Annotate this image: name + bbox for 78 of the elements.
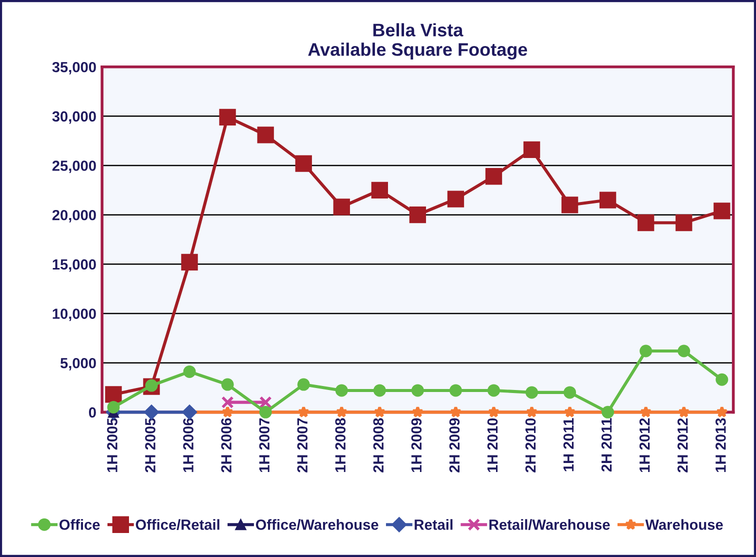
x-tick-label: 2H 2006: [221, 418, 232, 472]
point: [561, 196, 578, 214]
x-tick-label: 2H 2012: [677, 418, 688, 472]
y-tick-label: 0: [88, 407, 96, 418]
point: [298, 406, 310, 418]
point: [183, 365, 196, 378]
point: [523, 141, 540, 158]
x-tick-label: 1H 2011: [563, 418, 574, 472]
point: [221, 396, 234, 409]
point: [144, 404, 160, 420]
x-tick-label: 1H 2012: [639, 418, 650, 472]
legend-label: Office/Warehouse: [256, 519, 378, 530]
point: [411, 384, 424, 397]
x-tick-label: 1H 2007: [259, 418, 270, 472]
point: [678, 344, 690, 358]
x-tick-label: 1H 2008: [335, 418, 346, 472]
point: [221, 378, 234, 391]
point: [257, 126, 274, 144]
x-tick-label: 1H 2006: [183, 418, 194, 472]
point: [105, 386, 122, 403]
x-tick-label: 2H 2009: [449, 418, 460, 472]
y-tick-label: 10,000: [52, 308, 96, 322]
x-tick-label: 2H 2011: [601, 418, 612, 472]
point: [638, 214, 654, 232]
x-tick-label: 2H 2005: [145, 418, 156, 472]
point: [409, 206, 426, 224]
point: [297, 378, 310, 391]
y-tick-label: 5,000: [60, 358, 96, 370]
point: [450, 406, 462, 418]
y-tick-label: 25,000: [52, 160, 96, 174]
point: [716, 406, 728, 418]
y-tick-label: 35,000: [52, 62, 96, 74]
point: [333, 198, 350, 216]
point: [374, 406, 386, 418]
point: [181, 254, 198, 271]
y-tick-label: 30,000: [52, 111, 96, 124]
point: [599, 192, 616, 208]
legend-label: Office/Retail: [136, 519, 220, 530]
y-tick-label: 20,000: [52, 210, 96, 222]
point: [182, 404, 198, 420]
x-tick-label: 2H 2010: [525, 418, 536, 472]
point: [488, 406, 500, 418]
legend-label: Warehouse: [645, 519, 723, 530]
legend-label: Retail: [414, 519, 452, 530]
point: [219, 108, 236, 126]
point: [526, 406, 538, 418]
point: [485, 168, 502, 185]
point: [716, 373, 728, 386]
point: [640, 406, 652, 418]
x-tick-label: 1H 2005: [107, 418, 118, 472]
y-tick-label: 15,000: [52, 259, 96, 272]
point: [295, 155, 312, 172]
point: [222, 406, 234, 418]
x-tick-label: 2H 2007: [297, 418, 308, 472]
x-tick-label: 1H 2010: [487, 418, 498, 472]
point: [526, 386, 538, 399]
x-tick-label: 1H 2013: [716, 418, 726, 472]
point: [564, 386, 576, 399]
point: [336, 406, 348, 418]
x-tick-label: 1H 2009: [411, 418, 422, 472]
point: [373, 384, 386, 397]
point: [371, 182, 388, 199]
point: [259, 396, 272, 409]
legend-label: Office: [60, 519, 100, 530]
point: [714, 202, 730, 220]
legend-label: Retail/Warehouse: [489, 519, 610, 530]
chart-title: Bella Vista Available Square Footage: [308, 23, 528, 60]
point: [640, 344, 652, 358]
x-tick-label: 2H 2008: [373, 418, 384, 472]
point: [564, 406, 576, 418]
point: [447, 190, 464, 208]
point: [107, 400, 120, 414]
point: [412, 406, 424, 418]
point: [449, 384, 462, 397]
point: [487, 384, 500, 397]
point: [676, 214, 692, 232]
point: [335, 384, 348, 397]
point: [678, 406, 690, 418]
